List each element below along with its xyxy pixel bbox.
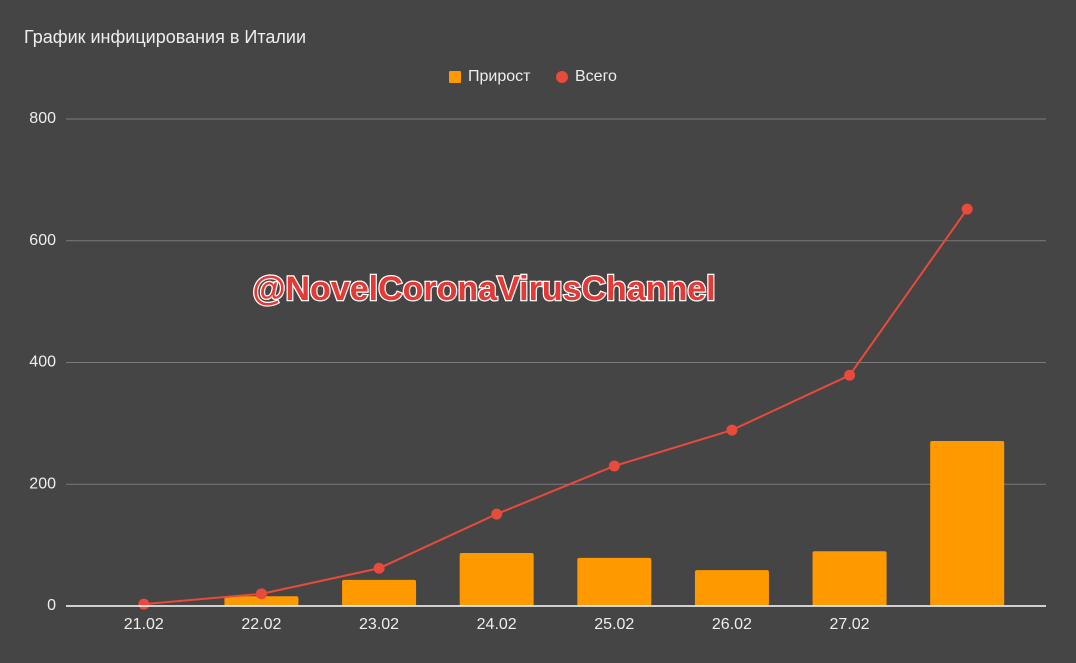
- x-tick-label: 27.02: [830, 616, 870, 633]
- legend-swatch: [556, 71, 568, 83]
- point: [491, 508, 503, 520]
- line: [143, 208, 969, 606]
- x-tick-label: 21.02: [124, 616, 164, 633]
- point: [255, 588, 267, 600]
- bar: [459, 553, 534, 606]
- legend-label: Прирост: [468, 68, 531, 85]
- point: [138, 598, 150, 610]
- point: [373, 562, 385, 574]
- chart-title: График инфицирования в Италии: [24, 27, 306, 47]
- x-tick-label: 22.02: [241, 616, 281, 633]
- x-tick-label: 23.02: [359, 616, 399, 633]
- bar: [224, 596, 299, 606]
- bar: [930, 441, 1005, 606]
- legend-swatch: [449, 71, 461, 83]
- point: [608, 460, 620, 472]
- y-tick-label: 800: [29, 110, 56, 127]
- bar: [694, 570, 769, 606]
- y-tick-label: 0: [47, 597, 56, 614]
- x-tick-label: 24.02: [477, 616, 517, 633]
- y-tick-label: 600: [29, 232, 56, 249]
- bar: [577, 557, 652, 606]
- point: [961, 203, 973, 215]
- bar: [812, 551, 887, 606]
- legend-label: Всего: [575, 68, 617, 85]
- y-tick-label: 200: [29, 475, 56, 492]
- x-tick-label: 25.02: [594, 616, 634, 633]
- x-tick-label: 26.02: [712, 616, 752, 633]
- y-tick-label: 400: [29, 354, 56, 371]
- bar: [342, 579, 417, 606]
- watermark: @NovelCoronaVirusChannel: [252, 270, 715, 308]
- point: [844, 369, 856, 381]
- point: [726, 424, 738, 436]
